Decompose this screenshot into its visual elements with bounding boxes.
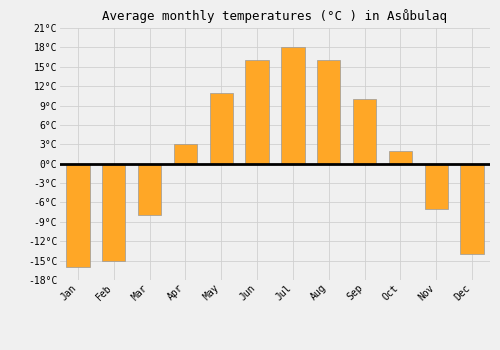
Bar <box>246 60 268 164</box>
Bar <box>424 164 448 209</box>
Bar <box>210 93 233 164</box>
Bar <box>282 47 304 164</box>
Bar <box>317 60 340 164</box>
Bar <box>389 151 412 164</box>
Title: Average monthly temperatures (°C ) in Asůbulaq: Average monthly temperatures (°C ) in As… <box>102 9 448 23</box>
Bar <box>138 164 161 215</box>
Bar <box>174 144 197 164</box>
Bar <box>460 164 483 254</box>
Bar <box>353 99 376 164</box>
Bar <box>66 164 90 267</box>
Bar <box>102 164 126 261</box>
